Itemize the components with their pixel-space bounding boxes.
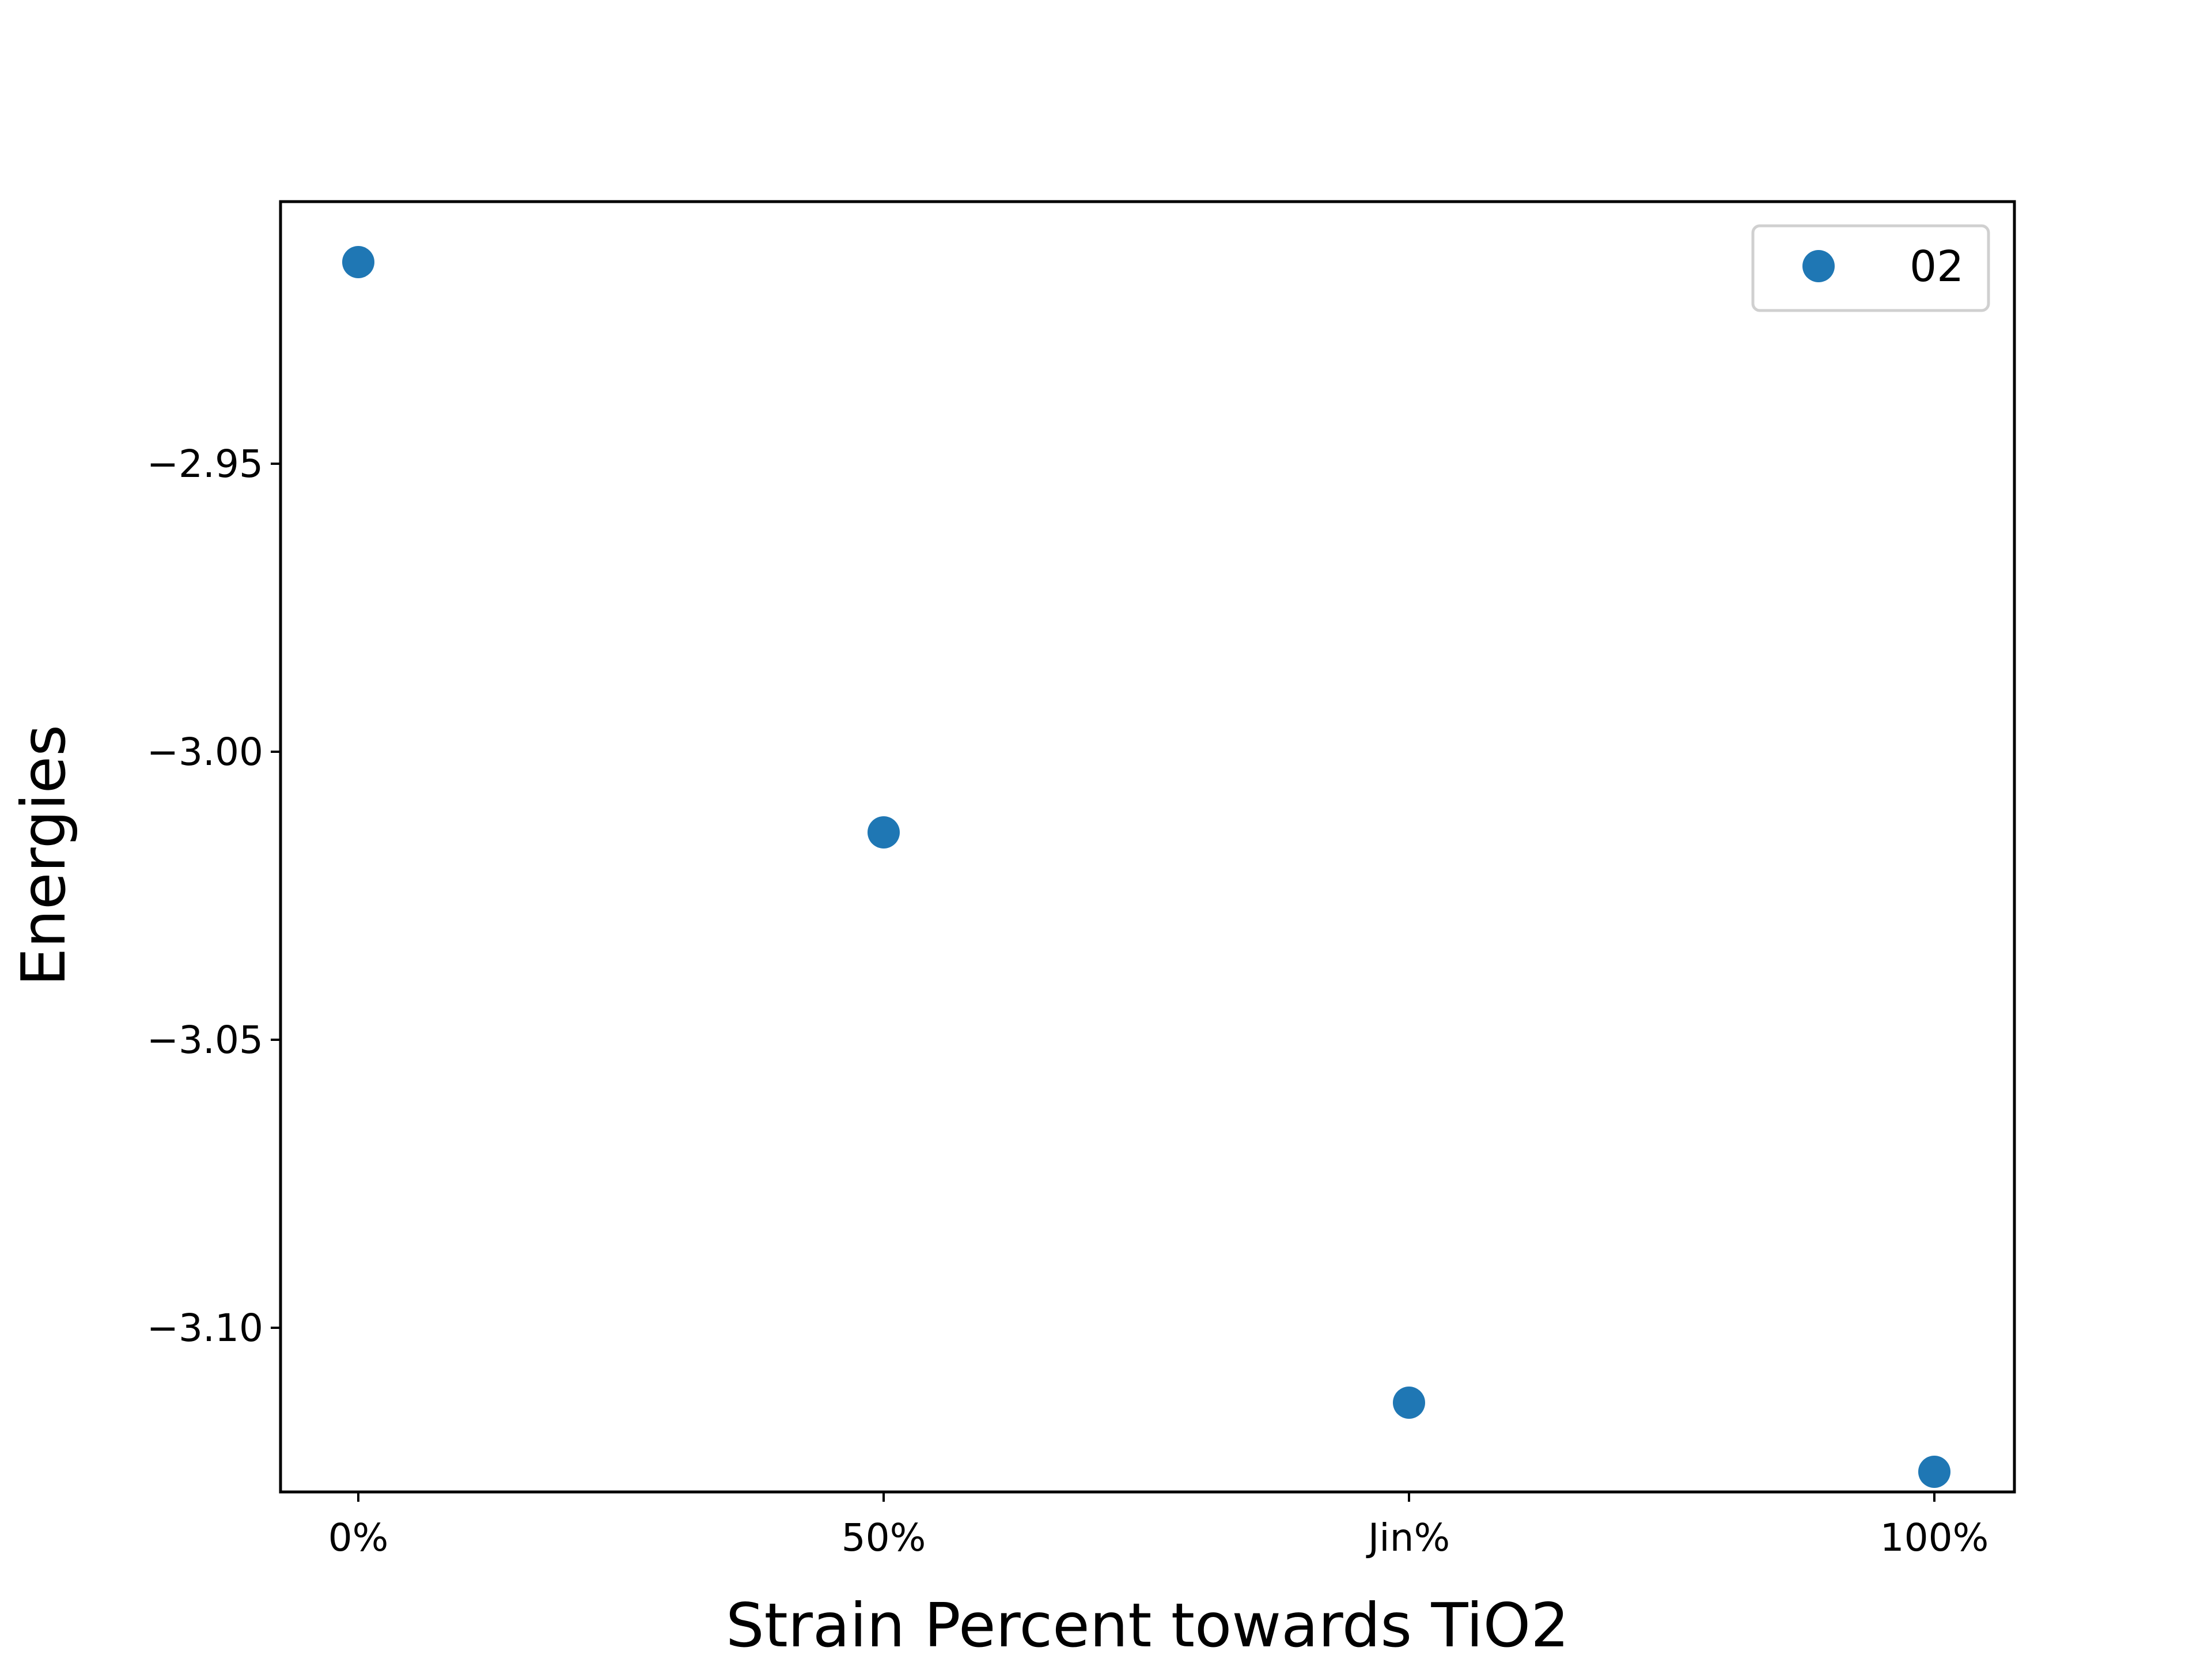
x-tick-label: 0% [328, 1516, 389, 1560]
data-point [868, 816, 900, 849]
x-tick-label: 50% [842, 1516, 926, 1560]
x-tick-label: Jin% [1366, 1516, 1450, 1560]
y-tick-label: −3.05 [147, 1018, 263, 1062]
legend-marker [1802, 250, 1835, 282]
x-axis-ticks: 0% 50% Jin% 100% [328, 1492, 1989, 1560]
plot-frame [279, 200, 2016, 1494]
legend-frame [1751, 224, 1990, 312]
data-point [342, 246, 374, 278]
legend-label: 02 [1910, 242, 1964, 291]
data-point [1918, 1456, 1950, 1488]
x-axis-label: Strain Percent towards TiO2 [726, 1590, 1569, 1659]
y-tick-label: −3.00 [147, 730, 263, 774]
y-axis-ticks: −2.95 −3.00 −3.05 −3.10 [147, 442, 281, 1350]
x-tick-label: 100% [1880, 1516, 1989, 1560]
y-tick-label: −3.10 [147, 1306, 263, 1350]
data-point [1393, 1387, 1425, 1419]
data-points [342, 246, 1950, 1488]
legend: 02 [1751, 224, 1990, 312]
y-axis-label: Energies [9, 725, 79, 986]
y-tick-label: −2.95 [147, 442, 263, 486]
